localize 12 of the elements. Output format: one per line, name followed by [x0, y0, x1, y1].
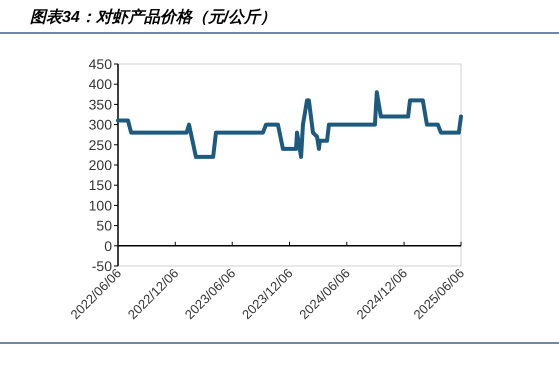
y-tick-label: 0 [104, 238, 112, 254]
y-tick-label: -50 [92, 258, 112, 274]
y-tick-label: 100 [88, 197, 112, 214]
y-tick-label: 350 [88, 96, 112, 112]
y-tick-label: 200 [88, 157, 112, 173]
y-tick-label: 50 [96, 218, 112, 234]
y-tick-label: 450 [88, 56, 112, 72]
y-tick-label: 150 [88, 177, 112, 194]
title: 图表34：对虾产品价格（元/公斤） [30, 9, 276, 26]
y-tick-label: 250 [88, 136, 112, 153]
y-tick-label: 400 [88, 76, 112, 92]
y-tick-label: 300 [88, 116, 112, 133]
